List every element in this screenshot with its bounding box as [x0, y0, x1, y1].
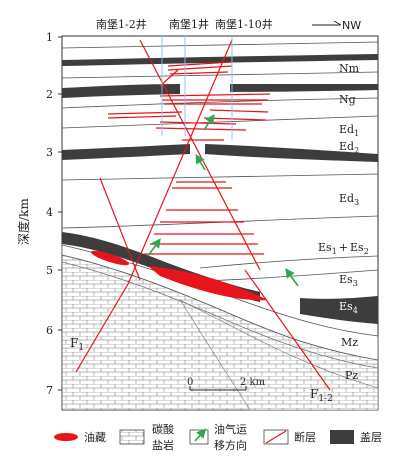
formation-es4: Es4: [339, 300, 358, 315]
scale-length: 2 km: [240, 377, 266, 388]
formation-ed1: Ed1: [339, 123, 359, 138]
y-tick-3: 3: [46, 146, 53, 159]
y-tick-7: 7: [46, 384, 53, 397]
reservoir-lens-left: [90, 250, 130, 266]
caprock-nm: [62, 54, 378, 66]
legend-fault-line: [265, 430, 287, 444]
scale-zero: 0: [187, 377, 193, 388]
fault-label-f1-base: F: [70, 336, 78, 350]
fault-label-f12: F1-2: [310, 387, 333, 404]
formation-nm: Nm: [339, 62, 360, 75]
formation-ed2-base: Ed: [339, 140, 354, 153]
migration-arrows: [147, 114, 299, 287]
formation-ed2: Ed2: [339, 140, 359, 155]
fault-label-f12-sub: 1-2: [318, 394, 333, 404]
y-tick-5: 5: [46, 264, 53, 277]
y-tick-4: 4: [46, 206, 53, 219]
formation-ed3-base: Ed: [339, 192, 354, 205]
formation-ed2-sub: 2: [354, 146, 359, 155]
legend-carbonate-label-2: 盐岩: [152, 438, 174, 452]
formation-mz: Mz: [341, 336, 358, 349]
strata-lines: [61, 41, 379, 369]
caprock-ed2-left: [62, 144, 190, 160]
legend-migration-arrow: [194, 428, 207, 442]
caprock-ng-right: [230, 84, 378, 92]
pz-layer: [179, 299, 379, 411]
formation-pz: Pz: [345, 369, 358, 382]
well-bores: [161, 36, 233, 140]
formation-es12-plus: +: [339, 241, 348, 254]
fault-label-f1-sub: 1: [78, 343, 84, 353]
caprock-es4-right: [300, 296, 378, 324]
formation-ed1-base: Ed: [339, 123, 354, 136]
reservoir-lens-main: [148, 266, 268, 301]
well-label-1-2: 南堡1-2井: [96, 17, 147, 31]
formation-es12: Es1 + Es2: [318, 241, 369, 256]
formation-es12-a: Es: [318, 241, 332, 254]
fault-label-f12-base: F: [310, 387, 318, 401]
caprock-ed2-right: [205, 144, 378, 162]
well-label-1-10: 南堡1-10井: [215, 17, 273, 31]
y-tick-1: 1: [46, 31, 53, 44]
fault-label-f1: F1: [70, 336, 84, 353]
formation-es4-base: Es: [339, 300, 353, 313]
legend-caprock-icon: [330, 430, 354, 444]
legend-carbonate-label-1: 碳酸: [152, 422, 174, 436]
formation-es12-a-sub: 1: [332, 247, 337, 256]
legend-caprock-label: 盖层: [360, 430, 382, 444]
direction-label: NW: [342, 19, 361, 32]
caprock-ng: [62, 84, 180, 98]
y-tick-2: 2: [46, 88, 53, 101]
y-axis: 1 2 3 4 5 6 7: [46, 31, 62, 397]
legend: 油藏 碳酸 盐岩 油气运 移方向 断层 盖层: [54, 422, 382, 452]
legend-migration-label-1: 油气运: [214, 422, 247, 436]
formation-es3-sub: 3: [353, 279, 358, 288]
well-label-1: 南堡1井: [169, 17, 209, 31]
legend-reservoir-icon: [54, 433, 78, 441]
formation-es12-b: Es: [350, 241, 364, 254]
formation-ed3-sub: 3: [354, 198, 359, 207]
legend-fault-label: 断层: [294, 430, 316, 444]
y-axis-label: 深度/km: [16, 198, 31, 245]
legend-migration-label-2: 移方向: [214, 438, 247, 452]
scale-bar: 0 2 km: [187, 377, 266, 391]
legend-reservoir-label: 油藏: [84, 430, 106, 444]
formation-es12-b-sub: 2: [364, 247, 369, 256]
y-tick-6: 6: [46, 324, 53, 337]
formation-ed1-sub: 1: [354, 129, 359, 138]
formation-es4-sub: 4: [353, 306, 358, 315]
formation-es3-base: Es: [339, 273, 353, 286]
formation-es3: Es3: [339, 273, 358, 288]
direction-arrow-head: [333, 20, 342, 26]
formation-ng: Ng: [339, 93, 356, 106]
legend-carbonate-icon: [119, 429, 145, 445]
formation-ed3: Ed3: [339, 192, 359, 207]
reservoir-stripes: [107, 61, 271, 255]
